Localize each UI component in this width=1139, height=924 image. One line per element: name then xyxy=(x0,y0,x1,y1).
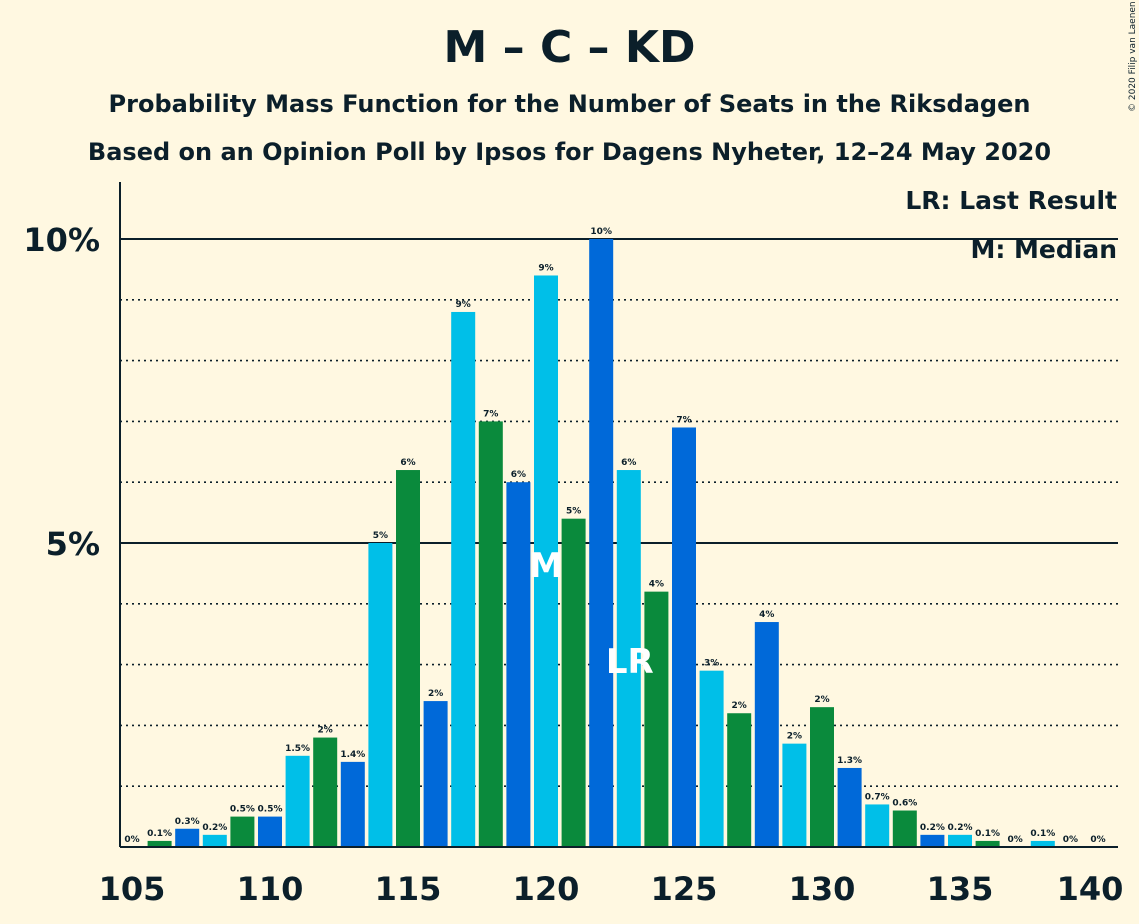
data-label-140: 0% xyxy=(1090,835,1105,845)
data-label-122: 10% xyxy=(590,227,612,237)
bar-126 xyxy=(699,670,724,847)
median-marker: M xyxy=(529,546,563,586)
bar-115 xyxy=(396,470,420,847)
data-label-105: 0% xyxy=(124,835,139,845)
legend-median: M: Median xyxy=(970,235,1117,264)
chart-subtitle-source: Based on an Opinion Poll by Ipsos for Da… xyxy=(87,138,1052,166)
x-tick-label-135: 135 xyxy=(927,870,994,908)
axes-group: 5% 10% 105 110 115 120 125 130 135 140 xyxy=(23,182,1123,908)
x-tick-label-130: 130 xyxy=(789,870,856,908)
data-label-110: 0.5% xyxy=(258,805,283,815)
bars-group xyxy=(147,239,1055,848)
bar-123 xyxy=(616,470,641,847)
bar-106 xyxy=(147,840,172,847)
data-label-133: 0.6% xyxy=(892,799,917,809)
x-tick-label-105: 105 xyxy=(99,870,166,908)
data-label-108: 0.2% xyxy=(202,823,227,833)
markers-group: M LR xyxy=(529,546,654,682)
data-label-126: 3% xyxy=(704,659,719,669)
bar-117 xyxy=(451,311,476,848)
bar-107 xyxy=(175,828,200,847)
data-label-115: 6% xyxy=(400,458,415,468)
data-label-139: 0% xyxy=(1063,835,1078,845)
data-label-118: 7% xyxy=(483,409,498,419)
data-label-123: 6% xyxy=(621,458,636,468)
bar-109 xyxy=(230,816,255,847)
bar-112 xyxy=(313,737,338,847)
data-label-138: 0.1% xyxy=(1030,829,1055,839)
data-label-113: 1.4% xyxy=(340,750,365,760)
bar-119 xyxy=(506,482,531,847)
x-tick-label-120: 120 xyxy=(513,870,580,908)
bar-136 xyxy=(975,840,1000,847)
bar-110 xyxy=(258,816,282,847)
bar-128 xyxy=(754,622,779,847)
data-label-117: 9% xyxy=(456,300,471,310)
bar-120 xyxy=(534,275,558,848)
data-labels-group: 0%0.1%0.3%0.2%0.5% 0.5%1.5%2%1.4%5%6%2%9%… xyxy=(124,227,1105,845)
data-label-114: 5% xyxy=(373,531,388,541)
data-label-116: 2% xyxy=(428,689,443,699)
bar-132 xyxy=(865,804,890,847)
data-label-121: 5% xyxy=(566,507,581,517)
bar-113 xyxy=(340,761,365,847)
data-label-125: 7% xyxy=(676,415,691,425)
bar-138 xyxy=(1030,840,1055,847)
bar-111 xyxy=(285,755,310,847)
bar-130 xyxy=(810,707,834,847)
data-label-137: 0% xyxy=(1008,835,1023,845)
bar-125 xyxy=(672,427,696,847)
bar-108 xyxy=(202,834,227,847)
data-label-119: 6% xyxy=(511,470,526,480)
data-label-112: 2% xyxy=(318,726,333,736)
bar-135 xyxy=(948,834,972,847)
y-tick-label-5: 5% xyxy=(46,525,100,563)
bar-122 xyxy=(589,239,614,847)
bar-129 xyxy=(782,743,807,847)
data-label-132: 0.7% xyxy=(865,792,890,802)
data-label-106: 0.1% xyxy=(147,829,172,839)
x-tick-label-140: 140 xyxy=(1057,870,1124,908)
data-label-131: 1.3% xyxy=(837,756,862,766)
legend-last-result: LR: Last Result xyxy=(905,186,1117,215)
bar-134 xyxy=(920,834,945,847)
bar-116 xyxy=(423,701,448,847)
data-label-135: 0.2% xyxy=(948,823,973,833)
data-label-129: 2% xyxy=(787,732,802,742)
bar-124 xyxy=(644,591,669,847)
bar-121 xyxy=(561,518,586,847)
bar-133 xyxy=(892,810,917,847)
data-label-120: 9% xyxy=(538,263,553,273)
data-label-111: 1.5% xyxy=(285,744,310,754)
bar-131 xyxy=(837,767,862,847)
data-label-130: 2% xyxy=(814,695,829,705)
y-tick-label-10: 10% xyxy=(23,221,100,259)
data-label-124: 4% xyxy=(649,580,664,590)
data-label-128: 4% xyxy=(759,610,774,620)
data-label-134: 0.2% xyxy=(920,823,945,833)
x-tick-label-125: 125 xyxy=(651,870,718,908)
x-tick-label-110: 110 xyxy=(237,870,304,908)
bar-127 xyxy=(727,713,752,847)
data-label-109: 0.5% xyxy=(230,805,255,815)
chart-title: M – C – KD xyxy=(443,22,696,73)
x-tick-label-115: 115 xyxy=(375,870,442,908)
data-label-127: 2% xyxy=(732,701,747,711)
last-result-marker: LR xyxy=(606,642,654,682)
data-label-136: 0.1% xyxy=(975,829,1000,839)
chart-subtitle-poll-type: Probability Mass Function for the Number… xyxy=(108,90,1031,118)
bar-114 xyxy=(368,543,393,847)
bar-118 xyxy=(478,421,503,847)
data-label-107: 0.3% xyxy=(175,817,200,827)
